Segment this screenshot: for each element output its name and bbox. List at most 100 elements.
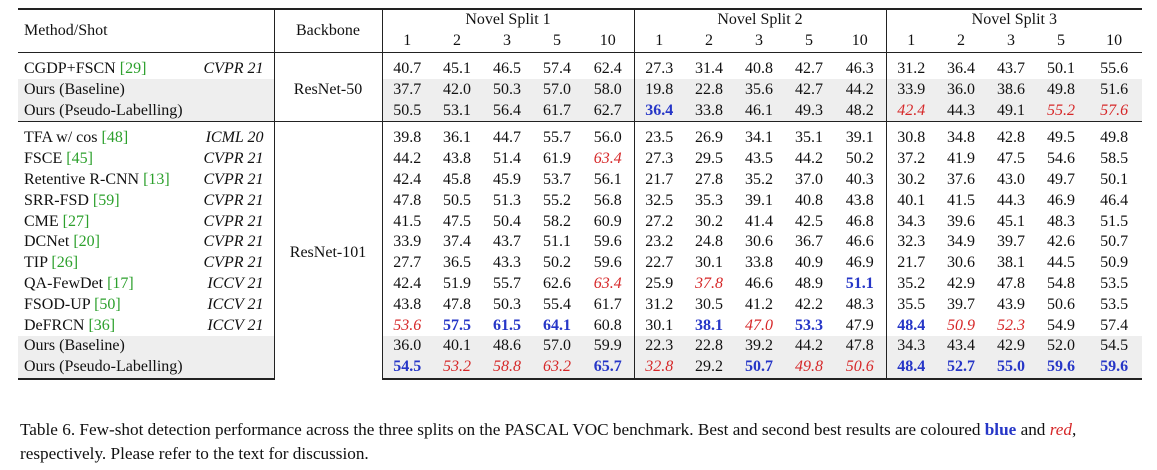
header-shot-2-2: 2 [705, 32, 714, 50]
citation-ref[interactable]: [27] [62, 212, 90, 230]
method-name: CGDP+FSCN [29] [18, 59, 184, 80]
citation-ref[interactable]: [17] [107, 274, 134, 292]
table-cell-value: 50.7 [1100, 233, 1129, 251]
table-cell-value: 38.1 [997, 254, 1026, 272]
table-cell-value: 53.7 [543, 170, 571, 188]
header-shot-1-2: 2 [453, 32, 461, 50]
table-cell-value: 42.9 [986, 335, 1037, 357]
table-row: SRR-FSD [59] CVPR 21 47.8 50.5 51.3 55.2 56.8 3… [18, 190, 1142, 212]
citation-ref[interactable]: [59] [92, 191, 120, 209]
table-cell-value: 48.2 [834, 100, 887, 122]
table-row: CME [27] CVPR 21 41.5 47.5 50.4 58.2 60.9 27.2 3… [18, 211, 1142, 232]
table-cell-value: 53.5 [1100, 295, 1129, 313]
table-cell-value: 37.4 [443, 233, 471, 251]
table-cell-value: 43.4 [936, 335, 987, 357]
table-cell-value: 63.4 [593, 274, 622, 292]
table-cell-value: 55.2 [1036, 100, 1087, 122]
table-cell-value: 62.7 [582, 100, 635, 122]
table-row: DCNet [20] CVPR 21 33.9 37.4 43.7 51.1 59.6 23.… [18, 231, 1142, 253]
table-cell-value: 44.7 [493, 129, 521, 147]
method-label: FSOD-UP [24, 295, 91, 313]
table-cell-value: 39.8 [393, 129, 422, 147]
table-cell-value: 53.5 [1100, 274, 1129, 292]
table-cell-value: 39.2 [734, 335, 785, 357]
caption-middle: and [1016, 420, 1050, 439]
table-cell-value: 54.6 [1047, 150, 1076, 168]
table-cell-value: 48.6 [482, 335, 532, 357]
table-cell-value: 62.4 [593, 59, 622, 77]
table-cell-value: 64.1 [543, 316, 571, 334]
table-cell-value: 22.7 [633, 252, 685, 274]
method-name: DCNet [20] [18, 232, 184, 253]
table-cell-value: 55.6 [1100, 59, 1129, 77]
table-cell-value: 59.6 [593, 254, 622, 272]
table-cell-value: 46.3 [845, 59, 874, 77]
table-cell-value: 47.8 [393, 191, 422, 209]
table-cell-value: 61.7 [593, 295, 622, 313]
table-cell-value: 34.9 [947, 233, 976, 251]
table-cell-value: 50.5 [382, 100, 432, 122]
venue: ICCV 21 [207, 295, 264, 313]
table-cell-value: 50.3 [493, 295, 521, 313]
table-cell-value: 43.7 [493, 233, 521, 251]
method-name: TFA w/ cos [48] [18, 128, 184, 149]
table-cell-value: 41.5 [393, 212, 422, 230]
citation-ref[interactable]: [29] [119, 59, 147, 77]
table-cell-value: 22.8 [684, 79, 735, 101]
table-cell-value: 43.3 [493, 254, 521, 272]
table-cell-value: 27.3 [633, 58, 685, 80]
table-cell-value: 50.1 [1047, 59, 1076, 77]
method-label: Retentive R-CNN [24, 170, 140, 188]
header-split-1: Novel Split 1 [465, 11, 551, 29]
citation-ref[interactable]: [45] [66, 150, 93, 168]
caption-prefix: Table 6. Few-shot detection performance … [20, 420, 985, 439]
header-shot-2-3: 3 [755, 32, 764, 50]
table-cell-value: 40.7 [393, 59, 422, 77]
table-cell-value: 54.5 [1086, 335, 1143, 357]
citation-ref[interactable]: [50] [94, 295, 121, 313]
table-cell-value: 56.1 [593, 170, 622, 188]
method-name: Ours (Baseline) [18, 335, 184, 357]
citation-ref[interactable]: [13] [143, 170, 170, 188]
table-cell-value: 60.9 [593, 212, 622, 230]
table-cell-value: 42.7 [784, 79, 835, 101]
citation-ref[interactable]: [36] [88, 316, 116, 334]
venue: CVPR 21 [203, 150, 264, 168]
table-cell-value: 50.6 [1047, 295, 1076, 313]
citation-ref[interactable]: [20] [73, 233, 100, 251]
table-row: CGDP+FSCN [29] CVPR 21 ResNet-50 40.7 45.1 46… [18, 58, 1142, 122]
table-cell-value: 46.5 [493, 59, 521, 77]
table-cell-value: 30.6 [947, 254, 976, 272]
table-cell-value: 49.8 [1036, 79, 1087, 101]
table-cell-value: 27.7 [393, 254, 422, 272]
table-cell-value: 30.8 [885, 127, 937, 149]
table-cell-value: 57.0 [532, 335, 582, 357]
table-cell-value: 29.5 [695, 150, 724, 168]
table-cell-value: 50.6 [834, 356, 887, 380]
table-cell-value: 30.2 [695, 212, 724, 230]
header-shot-row: 1 2 3 5 10 1 2 3 5 10 1 2 3 5 10 [18, 30, 1142, 53]
citation-ref[interactable]: [48] [101, 129, 129, 147]
table-cell-value: 52.7 [936, 356, 987, 380]
table-cell-value: 43.9 [997, 295, 1026, 313]
table-cell-value: 53.3 [795, 316, 824, 334]
results-table-container: Method/Shot Backbone Novel Split 1 Novel… [18, 8, 1143, 380]
table-cell-value: 47.9 [845, 316, 874, 334]
table-cell-value: 53.1 [432, 100, 482, 122]
table-cell-value: 49.8 [1100, 129, 1129, 147]
header-shot-2-5: 5 [805, 32, 814, 50]
citation-ref[interactable]: [26] [51, 254, 79, 272]
table-cell-value: 54.9 [1047, 316, 1076, 334]
table-cell-value: 55.0 [986, 356, 1037, 380]
table-cell-value: 52.0 [1036, 335, 1087, 357]
table-cell-value: 41.2 [745, 295, 774, 313]
table-cell-value: 36.0 [382, 335, 432, 357]
table-cell-value: 43.5 [745, 150, 774, 168]
table-cell-value: 24.8 [695, 233, 724, 251]
table-cell-value: 44.2 [834, 79, 887, 101]
table-cell-value: 33.8 [745, 254, 774, 272]
table-cell-value: 40.3 [845, 170, 874, 188]
table-cell-value: 33.9 [885, 79, 937, 101]
table-cell-value: 58.2 [543, 212, 571, 230]
table-row: Ours (Baseline) 37.7 42.0 50.3 57.0 58.0 19.8 2… [18, 79, 1143, 101]
